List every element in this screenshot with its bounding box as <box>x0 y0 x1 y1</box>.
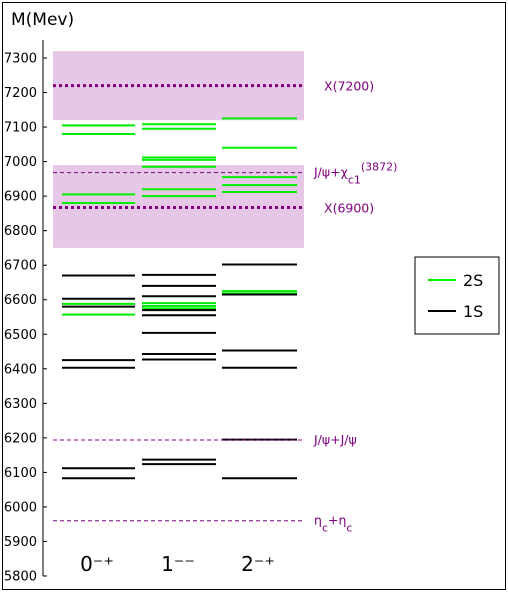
y-tick-label-6500: 6500 <box>4 328 37 343</box>
state-label-1: X(6900) <box>324 201 374 216</box>
levels-layer <box>62 117 297 480</box>
threshold-label-1: J/ψ+J/ψ <box>313 432 357 447</box>
y-tick-label-7000: 7000 <box>4 155 37 170</box>
y-tick-label-6200: 6200 <box>4 431 37 446</box>
bands-layer <box>53 51 304 248</box>
y-axis: 5800 5900 6000 6100 6200 6300 6400 6500 6600 6700… <box>4 40 47 585</box>
y-tick-label-5800: 5800 <box>4 570 37 585</box>
shaded-band-0 <box>53 165 304 248</box>
y-tick-label-7100: 7100 <box>4 121 37 136</box>
y-tick-label-7200: 7200 <box>4 86 37 101</box>
legend: 2S 1S <box>414 256 500 335</box>
y-tick-label-6400: 6400 <box>4 362 37 377</box>
category-label-1: 1⁻⁻ <box>161 552 195 576</box>
y-tick-label-6700: 6700 <box>4 259 37 274</box>
threshold-label-0: J/ψ+χc1(3872) <box>313 160 397 186</box>
y-tick-label-6000: 6000 <box>4 500 37 515</box>
state-label-0: X(7200) <box>324 79 374 94</box>
y-tick-label-6300: 6300 <box>4 397 37 412</box>
y-tick-label-5900: 5900 <box>4 535 37 550</box>
category-labels: 0⁻⁺ 1⁻⁻ 2⁻⁺ <box>80 552 275 576</box>
threshold-label-2: ηc+ηc <box>314 513 352 535</box>
legend-label-1S: 1S <box>463 302 483 321</box>
y-tick-label-6100: 6100 <box>4 466 37 481</box>
y-tick-label-6900: 6900 <box>4 190 37 205</box>
y-tick-label-6600: 6600 <box>4 293 37 308</box>
shaded-band-1 <box>53 51 304 121</box>
category-label-2: 2⁻⁺ <box>241 552 275 576</box>
category-label-0: 0⁻⁺ <box>80 552 114 576</box>
y-tick-label-7300: 7300 <box>4 52 37 67</box>
reference-lines-layer: X(7200) X(6900) J/ψ+χc1(3872) J/ψ+J/ψ ηc+ηc <box>53 79 397 535</box>
y-tick-label-6800: 6800 <box>4 224 37 239</box>
legend-box <box>414 256 500 335</box>
legend-label-2S: 2S <box>463 271 483 290</box>
y-axis-label: M(Mev) <box>11 10 74 30</box>
